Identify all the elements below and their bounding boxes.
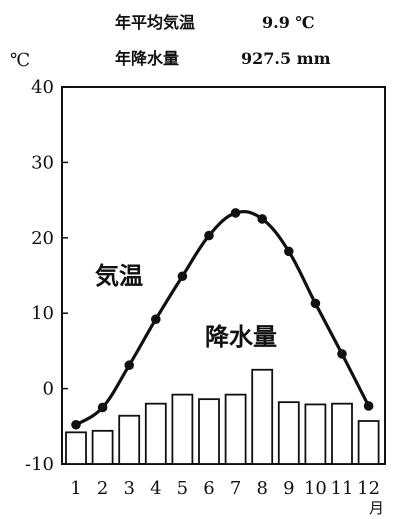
x-axis-unit: 月 [369,499,384,517]
temperature-point [284,246,294,257]
precip-bar [331,402,353,465]
precip-bar [304,403,327,465]
annual-temp-value: 9.9 ℃ [262,13,315,32]
temperature-point [230,208,241,218]
x-tick-label: 7 [230,478,241,499]
temperature-point [204,230,214,241]
x-tick-label: 12 [357,478,380,499]
temperature-point [363,401,374,411]
precip-bar [251,368,274,465]
temperature-point [71,419,81,430]
plot-frame [61,86,386,465]
x-tick-label: 2 [97,478,108,499]
precip-bar [224,393,247,465]
precip-bar [357,420,380,465]
temperature-point [257,214,268,224]
annual-precip-value: 927.5 mm [241,49,331,68]
y-tick-label: -10 [25,454,54,475]
y-tick-label: 0 [43,379,54,400]
temperature-point [310,298,321,309]
y-axis-ticks: -10 0 10 20 30 40 [25,77,68,475]
y-tick-label: 10 [31,303,54,324]
temperature-annotation: 気温 [95,262,143,290]
x-tick-label: 9 [283,478,294,499]
x-tick-label: 8 [256,478,267,499]
precip-bar [118,414,141,465]
temperature-line [71,208,374,430]
precipitation-annotation: 降水量 [205,323,277,351]
y-tick-label: 20 [31,228,54,249]
x-tick-label: 5 [177,478,188,499]
temperature-point [337,349,347,359]
temperature-point [97,402,108,413]
precipitation-bars [65,368,380,465]
x-tick-label: 1 [70,478,81,499]
x-tick-label: 6 [203,478,214,499]
temperature-curve [75,210,371,427]
annual-precip-label: 年降水量 [115,49,179,68]
precip-bar [277,401,300,465]
precip-bar [65,431,87,465]
x-tick-label: 10 [304,478,327,499]
y-axis-unit: ℃ [10,50,30,71]
precip-bar [171,393,194,465]
x-axis-ticks: 1 2 3 4 5 6 7 8 9 10 11 12 [70,478,380,499]
temperature-point [124,360,134,371]
precip-bar [144,402,167,465]
y-tick-label: 30 [31,152,54,173]
y-tick-label: 40 [31,77,54,98]
x-tick-label: 4 [150,478,161,499]
x-tick-label: 3 [123,478,134,499]
temperature-point [177,271,188,282]
precip-bar [198,398,220,465]
temperature-point [151,314,161,325]
annual-temp-label: 年平均気温 [115,13,195,32]
x-tick-label: 11 [331,478,354,499]
precip-bar [91,429,114,465]
